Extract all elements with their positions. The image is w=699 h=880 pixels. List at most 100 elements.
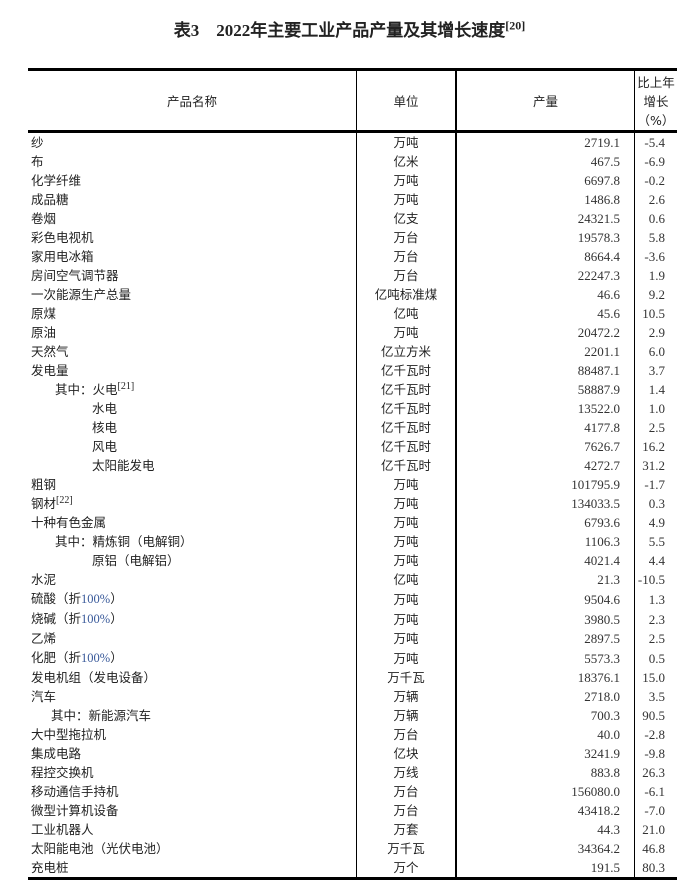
table-row: 纱 万吨 2719.1 -5.4	[28, 131, 677, 153]
product-name: 纱	[31, 135, 44, 150]
cell-growth: 1.9	[634, 266, 677, 285]
production-table: 产品名称 单位 产量 比上年增长（%） 纱 万吨 2719.1 -5.4 布 亿米…	[28, 68, 677, 880]
cell-unit: 万线	[356, 763, 456, 782]
cell-growth: -6.1	[634, 782, 677, 801]
cell-output: 3980.5	[455, 609, 635, 629]
cell-unit: 万吨	[356, 190, 456, 209]
cell-name: 发电量	[28, 361, 357, 380]
cell-name: 原煤	[28, 304, 357, 323]
cell-name: 烧碱（折100%）	[28, 609, 357, 629]
paren-close: ）	[110, 591, 123, 606]
table-row: 太阳能电池（光伏电池） 万千瓦 34364.2 46.8	[28, 839, 677, 858]
cell-output: 156080.0	[455, 782, 635, 801]
cell-output: 134033.5	[455, 494, 635, 513]
cell-output: 40.0	[455, 725, 635, 744]
cell-unit: 万吨	[356, 475, 456, 494]
footnote-ref[interactable]: [21]	[117, 380, 135, 392]
cell-name: 一次能源生产总量	[28, 285, 357, 304]
cell-growth: -5.4	[634, 131, 677, 152]
cell-unit: 亿千瓦时	[356, 361, 456, 380]
cell-growth: 15.0	[634, 668, 677, 687]
product-name: 发电机组（发电设备）	[31, 670, 157, 685]
table-row: 工业机器人 万套 44.3 21.0	[28, 820, 677, 839]
cell-growth: 31.2	[634, 456, 677, 475]
cell-output: 4177.8	[455, 418, 635, 437]
header-unit: 单位	[356, 69, 456, 132]
cell-growth: 2.3	[634, 609, 677, 629]
product-name: 大中型拖拉机	[31, 727, 107, 742]
product-name: 化学纤维	[31, 173, 82, 188]
footnote-ref[interactable]: [22]	[56, 494, 73, 506]
cell-growth: -10.5	[634, 570, 677, 589]
product-name: 天然气	[31, 344, 69, 359]
cell-growth: 9.2	[634, 285, 677, 304]
cell-output: 6793.6	[455, 513, 635, 532]
table-row: 水泥 亿吨 21.3 -10.5	[28, 570, 677, 589]
product-name: 钢材	[31, 496, 57, 511]
cell-growth: 3.7	[634, 361, 677, 380]
table-row: 硫酸（折100%） 万吨 9504.6 1.3	[28, 589, 677, 609]
table-row: 其中：精炼铜（电解铜） 万吨 1106.3 5.5	[28, 532, 677, 551]
cell-unit: 万吨	[356, 532, 456, 551]
percent-note: 100%	[81, 651, 111, 665]
cell-name: 布	[28, 152, 357, 171]
cell-output: 2201.1	[455, 342, 635, 361]
cell-unit: 万辆	[356, 706, 456, 725]
cell-name: 充电桩	[28, 858, 357, 879]
cell-name: 粗钢	[28, 475, 357, 494]
product-name: 水电	[92, 401, 118, 416]
cell-unit: 亿千瓦时	[356, 456, 456, 475]
cell-growth: 5.5	[634, 532, 677, 551]
cell-growth: 10.5	[634, 304, 677, 323]
cell-output: 34364.2	[455, 839, 635, 858]
cell-name: 水电	[28, 399, 357, 418]
product-name: 烧碱（折	[31, 611, 82, 626]
table-row: 风电 亿千瓦时 7626.7 16.2	[28, 437, 677, 456]
cell-name: 太阳能电池（光伏电池）	[28, 839, 357, 858]
table-row: 汽车 万辆 2718.0 3.5	[28, 687, 677, 706]
table-row: 家用电冰箱 万台 8664.4 -3.6	[28, 247, 677, 266]
cell-unit: 亿千瓦时	[356, 437, 456, 456]
header-row: 产品名称 单位 产量 比上年增长（%）	[28, 69, 677, 132]
footnote-ref[interactable]: [20]	[505, 18, 526, 33]
product-name: 工业机器人	[31, 822, 94, 837]
cell-growth: 26.3	[634, 763, 677, 782]
cell-name: 纱	[28, 132, 357, 153]
cell-unit: 万个	[356, 858, 456, 879]
table-row: 卷烟 亿支 24321.5 0.6	[28, 209, 677, 228]
cell-growth: -2.8	[634, 725, 677, 744]
table-row: 发电量 亿千瓦时 88487.1 3.7	[28, 361, 677, 380]
cell-unit: 万吨	[356, 494, 456, 513]
cell-unit: 万吨	[356, 629, 456, 648]
table-row: 原铝（电解铝） 万吨 4021.4 4.4	[28, 551, 677, 570]
cell-name: 成品糖	[28, 190, 357, 209]
product-name: 成品糖	[31, 192, 69, 207]
table-row: 原煤 亿吨 45.6 10.5	[28, 304, 677, 323]
product-name: 原煤	[31, 306, 57, 321]
cell-unit: 万吨	[356, 131, 456, 152]
cell-name: 房间空气调节器	[28, 266, 357, 285]
cell-growth: -1.7	[634, 475, 677, 494]
product-name: 一次能源生产总量	[31, 287, 132, 302]
header-growth: 比上年增长（%）	[634, 69, 677, 132]
cell-name: 彩色电视机	[28, 228, 357, 247]
cell-unit: 亿千瓦时	[356, 399, 456, 418]
product-name: 其中：新能源汽车	[51, 708, 152, 723]
cell-unit: 万辆	[356, 687, 456, 706]
table-row: 其中：新能源汽车 万辆 700.3 90.5	[28, 706, 677, 725]
cell-unit: 万套	[356, 820, 456, 839]
cell-output: 22247.3	[455, 266, 635, 285]
cell-name: 钢材[22]	[28, 494, 357, 513]
product-name: 充电桩	[31, 860, 69, 875]
table-row: 钢材[22] 万吨 134033.5 0.3	[28, 494, 677, 513]
cell-output: 43418.2	[455, 801, 635, 820]
cell-unit: 亿米	[356, 152, 456, 171]
table-row: 太阳能发电 亿千瓦时 4272.7 31.2	[28, 456, 677, 475]
cell-output: 883.8	[455, 763, 635, 782]
cell-growth: 1.3	[634, 589, 677, 609]
cell-name: 其中：火电[21]	[28, 380, 357, 399]
cell-growth: 46.8	[634, 839, 677, 858]
cell-growth: 5.8	[634, 228, 677, 247]
cell-output: 19578.3	[455, 228, 635, 247]
table-row: 烧碱（折100%） 万吨 3980.5 2.3	[28, 609, 677, 629]
